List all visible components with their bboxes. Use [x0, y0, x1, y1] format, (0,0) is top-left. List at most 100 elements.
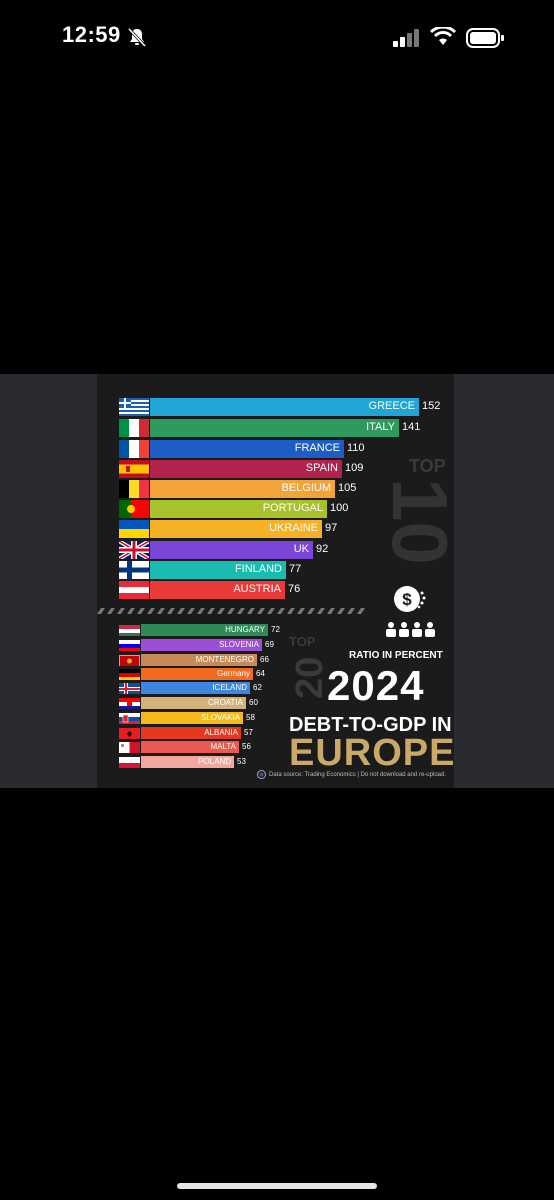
bar-value: 100 — [330, 502, 349, 514]
bar-label: SLOVAKIA — [201, 713, 240, 722]
flag-italy-icon — [119, 419, 149, 437]
flag-france-icon — [119, 440, 149, 458]
bar-label: GREECE — [368, 400, 415, 412]
flag-portugal-icon — [119, 500, 149, 518]
bar-value: 53 — [237, 757, 246, 766]
flag-finland-icon — [119, 561, 149, 579]
ratio-label: RATIO IN PERCENT — [349, 650, 443, 661]
home-indicator[interactable] — [177, 1183, 377, 1189]
bar-montenegro: MONTENEGRO 66 — [141, 654, 269, 666]
bar-ukraine: UKRAINE 97 — [150, 520, 337, 538]
bar-belgium: BELGIUM 105 — [150, 480, 356, 498]
bar-value: 77 — [289, 563, 302, 575]
flag-malta-icon — [119, 741, 140, 753]
bar-value: 110 — [347, 442, 365, 454]
cellular-signal-icon — [393, 29, 419, 47]
status-bar: 12:59 — [0, 0, 554, 76]
wifi-icon — [430, 27, 456, 45]
people-icon — [386, 622, 435, 637]
flag-croatia-icon — [119, 697, 140, 709]
bar-label: SPAIN — [305, 462, 338, 474]
flag-ukraine-icon — [119, 520, 149, 538]
flag-iceland-icon — [119, 682, 140, 694]
flag-austria-icon — [119, 581, 149, 599]
top20-number: 20 — [289, 656, 331, 699]
bar-label: BELGIUM — [281, 482, 331, 494]
bar-label: MALTA — [210, 742, 236, 751]
flag-belgium-icon — [119, 480, 149, 498]
battery-icon — [466, 28, 504, 48]
bar-label: POLAND — [198, 757, 231, 766]
dollar-coin-icon: $ — [394, 586, 426, 612]
status-time: 12:59 — [62, 22, 121, 47]
flag-montenegro-icon — [119, 654, 140, 666]
top10-number: 10 — [376, 478, 454, 565]
bar-value: 66 — [260, 655, 269, 664]
region-title: EUROPE — [289, 732, 454, 774]
bar-label: FINLAND — [234, 563, 282, 575]
bar-label: ICELAND — [212, 683, 247, 692]
bar-slovenia: SLOVENIA 69 — [141, 639, 274, 651]
debt-to-gdp-infographic: TOP 10 GREECE 152 ITALY 141 FRANCE 110 S… — [97, 374, 454, 788]
bar-label: UKRAINE — [269, 522, 318, 534]
bar-label: AUSTRIA — [233, 583, 281, 595]
bar-label: ITALY — [366, 421, 395, 433]
bar-label: UK — [293, 543, 309, 555]
bar-label: CROATIA — [208, 698, 243, 707]
bar-italy: ITALY 141 — [150, 419, 420, 437]
bar-value: 152 — [422, 400, 441, 412]
bar-greece: GREECE 152 — [150, 398, 440, 416]
bar-value: 92 — [316, 543, 329, 555]
headline-title: DEBT-TO-GDP IN — [289, 714, 452, 736]
bar-value: 97 — [325, 522, 338, 534]
section-divider — [97, 608, 365, 614]
flag-uk-icon — [119, 541, 149, 559]
bar-label: HUNGARY — [225, 625, 265, 634]
bar-value: 141 — [402, 421, 421, 433]
bar-value: 105 — [338, 482, 357, 494]
bar-finland: FINLAND 77 — [150, 561, 301, 579]
bar-germany: Germany 64 — [141, 668, 265, 680]
flag-germany-icon — [119, 668, 140, 680]
bar-value: 60 — [249, 698, 258, 707]
logo-icon — [257, 770, 266, 779]
bar-poland: POLAND 53 — [141, 756, 246, 768]
bar-france: FRANCE 110 — [150, 440, 365, 458]
svg-text:$: $ — [402, 590, 412, 609]
source-note: Data source: Trading Economics | Do not … — [269, 772, 446, 778]
flag-greece-icon — [119, 398, 149, 416]
bar-spain: SPAIN 109 — [150, 460, 363, 478]
bell-muted-icon — [127, 27, 147, 48]
bar-label: PORTUGAL — [262, 502, 323, 514]
flag-albania-icon — [119, 727, 140, 739]
bar-label: SLOVENIA — [218, 640, 259, 649]
bar-value: 62 — [253, 683, 262, 692]
bar-hungary: HUNGARY 72 — [141, 624, 280, 636]
flag-hungary-icon — [119, 624, 140, 636]
bar-value: 76 — [288, 583, 301, 595]
bar-label: ALBANIA — [204, 728, 238, 737]
bar-portugal: PORTUGAL 100 — [150, 500, 348, 518]
flag-slovenia-icon — [119, 639, 140, 651]
bar-croatia: CROATIA 60 — [141, 697, 258, 709]
bar-label: Germany — [217, 669, 250, 678]
bar-value: 109 — [345, 462, 364, 474]
bar-value: 64 — [256, 669, 265, 678]
bar-value: 56 — [242, 742, 251, 751]
bar-albania: ALBANIA 57 — [141, 727, 253, 739]
bar-value: 72 — [271, 625, 280, 634]
bar-label: MONTENEGRO — [195, 655, 254, 664]
bar-label: FRANCE — [294, 442, 340, 454]
flag-poland-icon — [119, 756, 140, 768]
bar-austria: AUSTRIA 76 — [150, 581, 300, 599]
bar-iceland: ICELAND 62 — [141, 682, 262, 694]
flag-slovakia-icon — [119, 712, 140, 724]
bar-malta: MALTA 56 — [141, 741, 251, 753]
year-title: 2024 — [327, 662, 425, 709]
bar-slovakia: SLOVAKIA 58 — [141, 712, 255, 724]
top20-word: TOP — [289, 634, 316, 649]
top10-word: TOP — [409, 456, 446, 476]
bar-value: 69 — [265, 640, 274, 649]
flag-spain-icon — [119, 460, 149, 478]
bar-value: 58 — [246, 713, 255, 722]
